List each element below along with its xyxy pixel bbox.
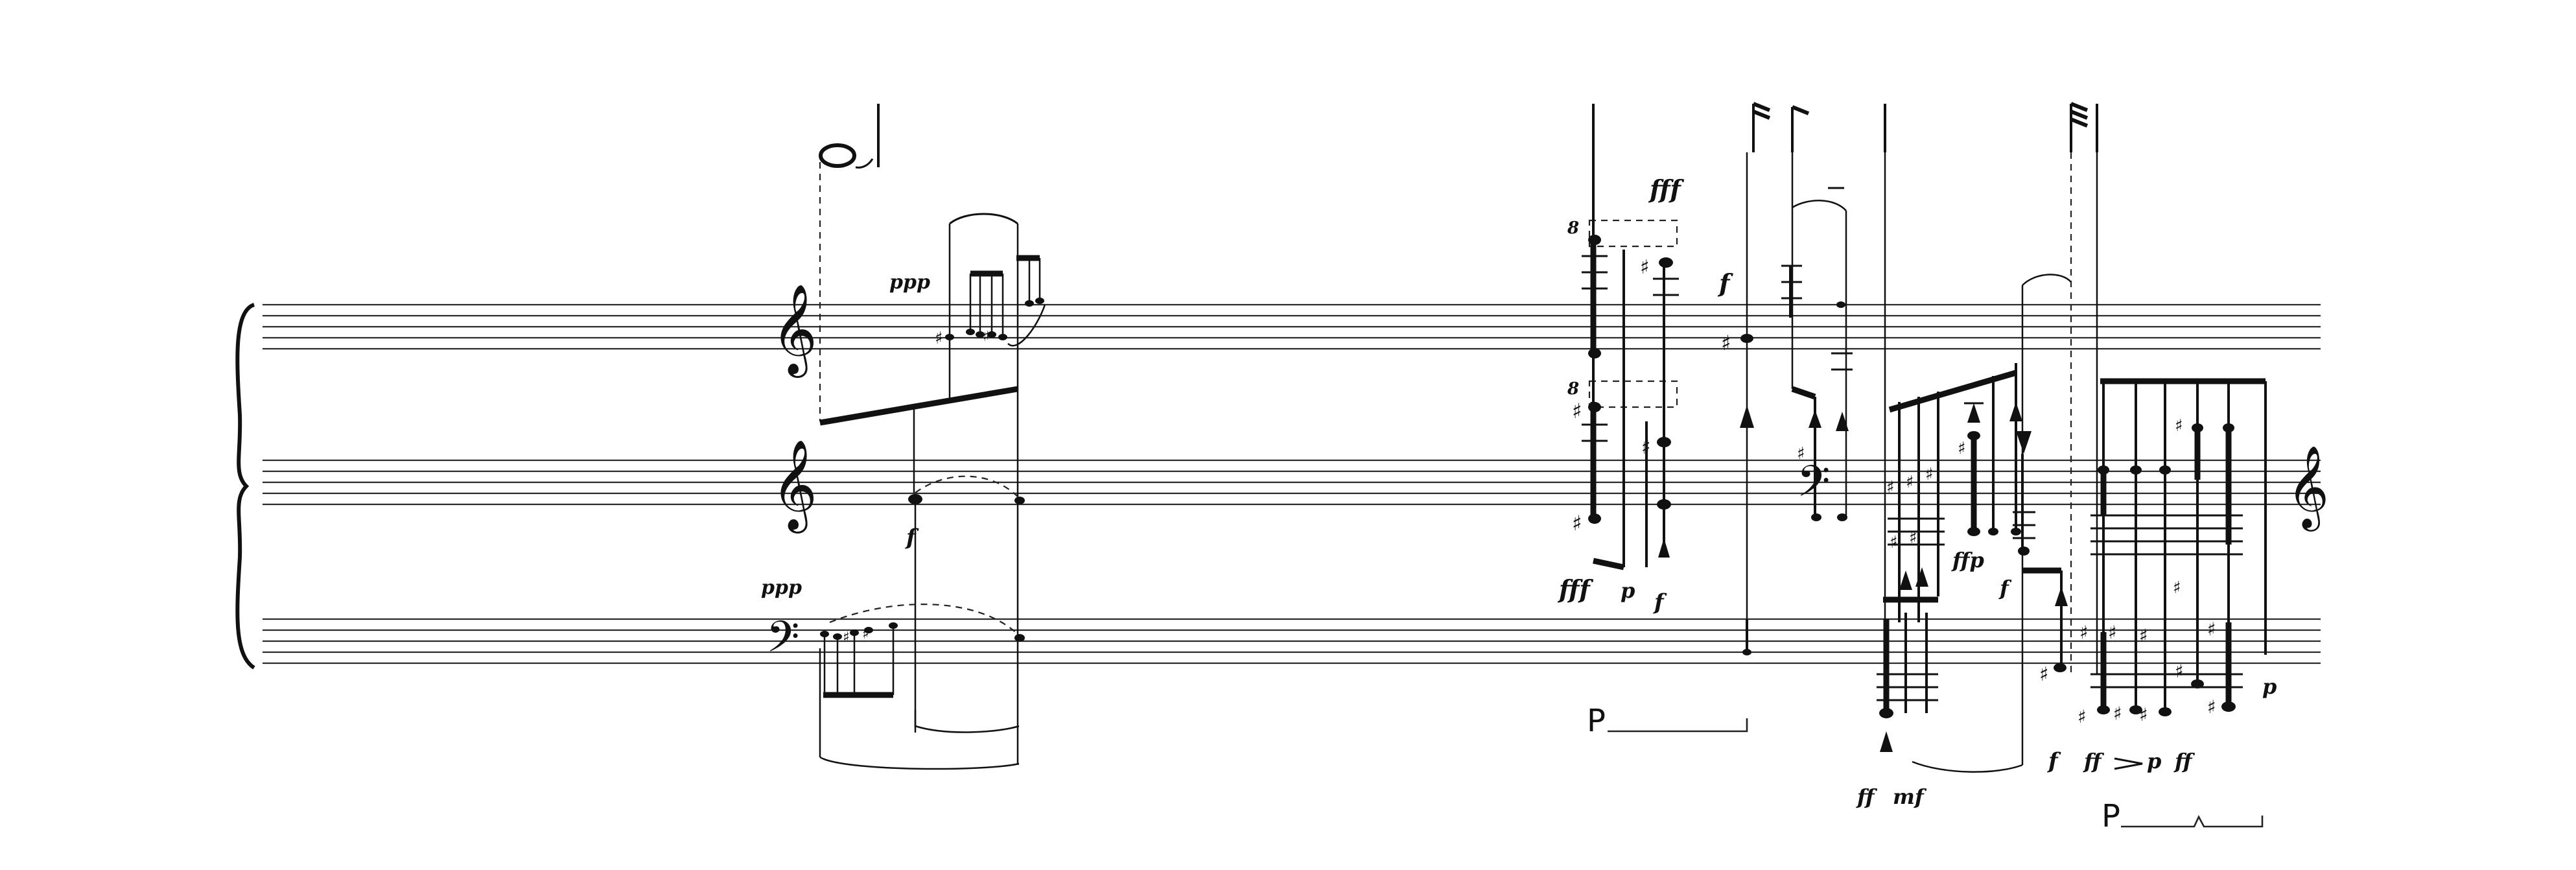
lower-note-right <box>1014 634 1025 642</box>
chord-column-7: ♯ <box>1958 363 2022 536</box>
ottava-mark-2: 8 <box>1567 379 1579 399</box>
treble-clef-icon-2: 𝄞 <box>771 440 817 534</box>
svg-text:♯: ♯ <box>1640 256 1650 279</box>
svg-text:♯: ♯ <box>2139 625 2148 646</box>
svg-text:♯: ♯ <box>1906 473 1914 492</box>
svg-text:♯: ♯ <box>1890 533 1898 552</box>
dynamic-fff-bottom: fff <box>1557 574 1593 604</box>
tie-mark <box>855 158 874 169</box>
dashed-slur-lower <box>829 604 1020 636</box>
svg-text:♯: ♯ <box>2108 622 2117 643</box>
svg-text:♯: ♯ <box>935 329 943 348</box>
svg-text:♯: ♯ <box>1958 439 1966 458</box>
dashed-slur-middle <box>915 475 1020 499</box>
dynamic-ff-to-p: ff <box>2083 749 2105 773</box>
svg-text:♯: ♯ <box>1641 436 1651 459</box>
dynamic-ff-end: ff <box>2173 749 2195 773</box>
upper-slur <box>949 213 1018 225</box>
chord-column-2: ♯ ♯ <box>1640 256 1679 567</box>
svg-text:♯: ♯ <box>2207 696 2216 718</box>
top-flag-marks <box>1592 102 2098 152</box>
diagonal-beam-left <box>819 386 1018 426</box>
dynamic-ffp: ffp <box>1951 548 1984 572</box>
whole-note <box>819 143 856 168</box>
pedal-mark-2: P <box>2102 798 2264 834</box>
treble-clef-icon-3: 𝄞 <box>2287 445 2329 532</box>
lower-bracket-box <box>914 710 1020 733</box>
chord-column-6 <box>1877 274 2072 773</box>
svg-text:♯: ♯ <box>862 626 869 642</box>
svg-text:P: P <box>2102 798 2120 834</box>
system-brace <box>235 303 255 670</box>
bass-clef-icon-2: 𝄢 <box>1797 456 1830 517</box>
chord-column-4: ♯ <box>1781 152 1853 521</box>
dynamic-ff-low: ff <box>1856 784 1878 809</box>
staff-middle-treble <box>263 459 2321 506</box>
svg-text:♯: ♯ <box>2078 706 2087 727</box>
chord-column-9: ♯ ♯ ♯ ♯ ♯ ♯ ♯ ♯ ♯ ♯ ♯ ♯ <box>2039 152 2267 727</box>
svg-text:♯: ♯ <box>2173 578 2181 598</box>
svg-text:P: P <box>1587 703 1606 739</box>
ottava-box-1 <box>1588 219 1678 248</box>
dynamic-ppp-lower: ppp <box>761 576 802 599</box>
svg-text:♯: ♯ <box>843 629 850 646</box>
svg-text:♯: ♯ <box>1886 478 1895 497</box>
svg-text:♯: ♯ <box>1925 465 1934 484</box>
upper-cluster-notes: ♯ ♯ <box>935 255 1046 348</box>
svg-text:♯: ♯ <box>2113 703 2122 724</box>
svg-text:♯: ♯ <box>2175 416 2183 436</box>
chord-1-beam <box>1593 558 1624 570</box>
decrescendo-hairpin <box>2114 757 2143 770</box>
chord-column-1: ♯ ♯ <box>1572 152 1608 535</box>
big-bottom-curve <box>819 756 1020 770</box>
staff-lower-bass <box>263 618 2321 664</box>
dynamic-p-bottom: p <box>1621 578 1635 603</box>
treble-clef-icon-1: 𝄞 <box>771 284 817 378</box>
ottava-box-2 <box>1588 380 1678 408</box>
svg-text:♯: ♯ <box>1909 528 1917 548</box>
middle-note-right <box>1014 497 1025 504</box>
pedal-mark-1: P <box>1587 703 1748 739</box>
svg-text:♯: ♯ <box>983 329 990 345</box>
svg-text:♯: ♯ <box>1572 399 1582 423</box>
dynamic-f-center: f <box>1998 576 2012 600</box>
svg-text:♯: ♯ <box>2175 661 2184 682</box>
dynamic-p-end: p <box>2262 674 2277 699</box>
staff-upper-treble <box>263 303 2321 350</box>
bass-clef-icon-1: 𝄢 <box>766 612 799 672</box>
dynamic-f-right: f <box>1717 268 1733 298</box>
svg-text:♯: ♯ <box>2079 622 2089 643</box>
dynamic-fff-top: fff <box>1648 174 1684 204</box>
dynamic-f-middle: f <box>905 524 919 550</box>
ottava-mark-1: 8 <box>1567 218 1579 238</box>
dynamic-p-to: p <box>2147 749 2161 773</box>
svg-text:♯: ♯ <box>2039 663 2049 686</box>
svg-text:♯: ♯ <box>1721 331 1731 355</box>
svg-text:♯: ♯ <box>1797 444 1805 464</box>
svg-text:♯: ♯ <box>2207 618 2216 640</box>
lower-cluster-notes: ♯ ♯ <box>820 622 898 698</box>
dynamic-f-bottom: f <box>1653 589 1667 615</box>
middle-note <box>908 494 922 504</box>
chord-column-3: ♯ <box>1721 152 1754 655</box>
svg-text:♯: ♯ <box>2139 704 2148 725</box>
dynamic-ppp-upper: ppp <box>889 271 930 294</box>
dynamic-f-end: f <box>2047 748 2061 774</box>
chord-column-5: ♯ ♯ ♯ ♯ ♯ <box>1883 152 2017 629</box>
dynamic-mf-low: mf <box>1893 784 1927 809</box>
chord-column-8 <box>2013 431 2068 668</box>
svg-text:♯: ♯ <box>1572 511 1582 535</box>
